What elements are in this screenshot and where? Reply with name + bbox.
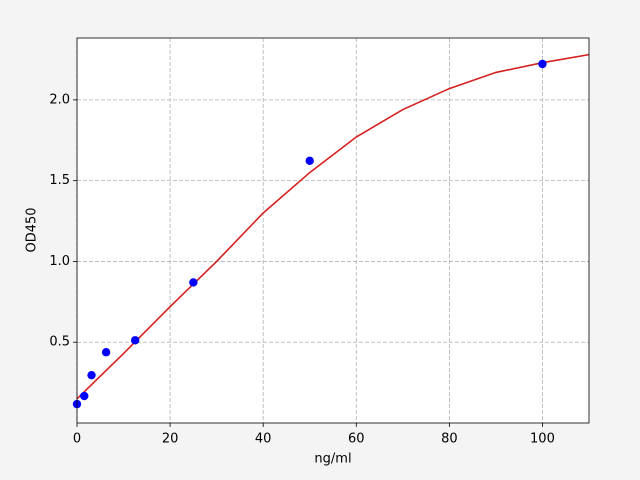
plot-area <box>77 38 589 423</box>
plot-frame <box>76 37 590 424</box>
data-point <box>101 348 111 357</box>
y-axis-label: OD450 <box>25 207 40 252</box>
y-tick-label: 2.0 <box>49 92 70 107</box>
x-tick-label: 40 <box>255 432 272 447</box>
y-tick-label: 1.5 <box>49 173 70 188</box>
x-axis-label: ng/ml <box>314 452 351 467</box>
data-point <box>130 336 140 345</box>
x-tick-label: 80 <box>441 432 458 447</box>
y-tick-label: 1.0 <box>49 254 70 269</box>
x-tick-label: 100 <box>530 432 555 447</box>
data-point <box>80 391 89 401</box>
fit-curve <box>76 53 590 400</box>
data-point <box>305 156 314 165</box>
data-point <box>189 278 198 287</box>
marks <box>72 53 590 409</box>
data-point <box>538 59 547 69</box>
x-tick-label: 60 <box>348 432 365 447</box>
x-tick-label: 0 <box>73 432 81 447</box>
data-point <box>87 370 96 380</box>
y-tick-label: 0.5 <box>49 335 70 350</box>
x-tick-label: 20 <box>162 432 179 447</box>
